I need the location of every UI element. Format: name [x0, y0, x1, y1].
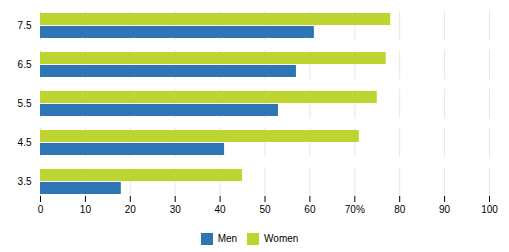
svg-text:7.5: 7.5 [18, 20, 32, 31]
svg-text:4.5: 4.5 [18, 137, 32, 148]
svg-text:20: 20 [125, 204, 137, 215]
svg-text:90: 90 [439, 204, 451, 215]
svg-text:5.5: 5.5 [18, 98, 32, 109]
svg-text:50: 50 [259, 204, 271, 215]
svg-text:3.5: 3.5 [18, 176, 32, 187]
svg-text:60: 60 [304, 204, 316, 215]
svg-text:6.5: 6.5 [18, 59, 32, 70]
svg-text:100: 100 [481, 204, 498, 215]
svg-text:80: 80 [394, 204, 406, 215]
svg-text:70%: 70% [345, 204, 365, 215]
html-text:Men: Men [217, 233, 238, 244]
svg-text:40: 40 [215, 204, 227, 215]
html-text:Women: Women [264, 233, 299, 244]
svg-text:10: 10 [80, 204, 92, 215]
svg-text:0: 0 [38, 204, 44, 215]
svg-text:30: 30 [170, 204, 182, 215]
